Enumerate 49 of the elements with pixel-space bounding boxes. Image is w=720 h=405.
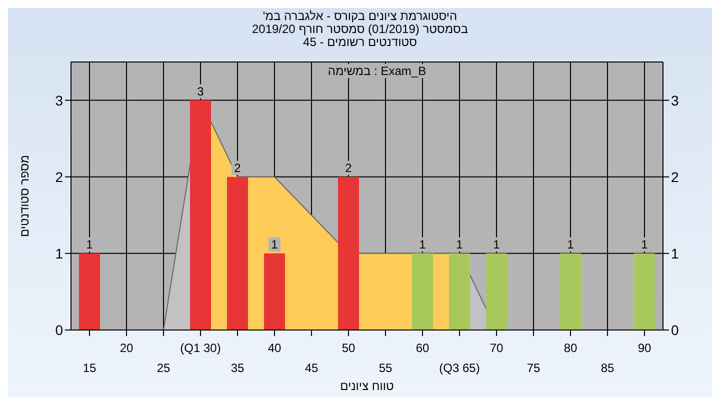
bar <box>634 253 655 330</box>
bar <box>264 253 285 330</box>
x-tick-label: (Q3 65) <box>439 361 480 375</box>
data-label: 1 <box>456 237 464 252</box>
y2-tick-label: 0 <box>671 322 679 338</box>
data-label: 2 <box>345 160 352 175</box>
data-label: 1 <box>86 237 94 252</box>
bar <box>338 176 359 330</box>
y-tick-label: 1 <box>55 245 64 262</box>
bar <box>449 253 470 330</box>
bar <box>486 253 507 330</box>
x-tick-label: 60 <box>416 341 430 355</box>
bar <box>227 176 248 330</box>
y2-tick-label: 1 <box>671 245 679 262</box>
annotation: במשימה : Exam_B <box>324 64 430 78</box>
y-tick-label: 0 <box>55 322 64 338</box>
x-axis-title: טווח ציונים <box>340 379 394 393</box>
data-label: 1 <box>419 237 426 252</box>
x-tick-label: 35 <box>230 361 244 375</box>
x-tick-label: (Q1 30) <box>180 341 221 355</box>
bar <box>190 100 211 330</box>
x-tick-label: 20 <box>120 341 134 355</box>
chart-subtitle: בסמסטר (01/2019) סמסטר חורף 2019/20 סטודנטים רשומים - 45 <box>250 22 470 49</box>
data-label: 1 <box>567 237 574 252</box>
data-label: 1 <box>271 237 278 252</box>
x-tick-label: 80 <box>564 341 578 355</box>
x-tick-label: 90 <box>638 341 652 355</box>
x-tick-label: 50 <box>342 341 356 355</box>
y-axis-title: מספר סטודנטים <box>17 154 32 238</box>
data-label: 2 <box>234 160 242 175</box>
bar <box>560 253 581 330</box>
data-label: 1 <box>493 237 500 252</box>
bar <box>412 253 433 330</box>
x-tick-label: 40 <box>268 341 282 355</box>
y2-tick-label: 3 <box>671 92 679 108</box>
x-tick-label: 85 <box>600 361 614 375</box>
y2-tick-label: 2 <box>671 168 679 185</box>
x-tick-label: 70 <box>490 341 504 355</box>
bar <box>79 253 100 330</box>
chart-title: היסטוגרמת ציונים בקורס - אלגברה במ' <box>262 9 458 23</box>
x-tick-label: 25 <box>156 361 170 375</box>
data-label: 3 <box>197 84 204 98</box>
x-tick-label: 55 <box>378 361 392 375</box>
x-tick-label: 45 <box>304 361 318 375</box>
x-tick-label: 75 <box>526 361 540 375</box>
data-label: 1 <box>641 237 648 252</box>
y-tick-label: 3 <box>55 92 64 108</box>
y-tick-label: 2 <box>55 168 64 185</box>
x-tick-label: 15 <box>82 361 96 375</box>
